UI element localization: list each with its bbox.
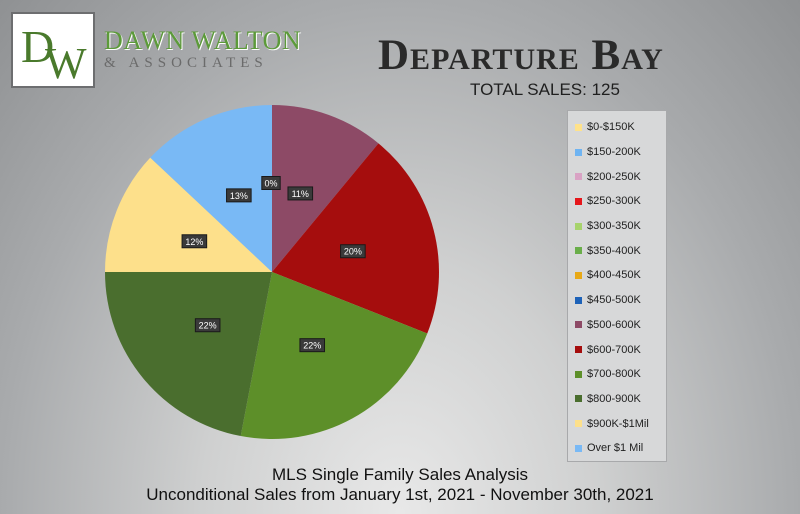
legend-label: $0-$150K (587, 121, 635, 134)
legend-item-400-450k: $400-450K (568, 263, 666, 288)
legend-item-150-200k: $150-200K (568, 140, 666, 165)
legend-item-over-1-mil: Over $1 Mil (568, 436, 666, 461)
legend-item-450-500k: $450-500K (568, 288, 666, 313)
data-label-900k-1mil: 12% (181, 234, 208, 249)
legend-swatch (575, 296, 582, 304)
logo-monogram: D W (21, 21, 87, 82)
data-label-box (261, 176, 281, 190)
legend-swatch (575, 321, 582, 329)
pie-slice-900k-1mil (105, 157, 272, 272)
brand: DAWN WALTON & ASSOCIATES (104, 26, 318, 72)
logo: D W (11, 12, 95, 88)
data-label-box (287, 186, 314, 201)
legend-swatch (575, 148, 582, 156)
legend-item-200-250k: $200-250K (568, 164, 666, 189)
pie-data-labels: 0% 11% 20% 22% 22% 12% 13% (181, 176, 366, 353)
legend-label: $250-300K (587, 195, 641, 208)
legend-item-600-700k: $600-700K (568, 337, 666, 362)
legend-swatch (575, 173, 582, 181)
page-title: Departure Bay (378, 32, 664, 79)
pie-slices (105, 104, 439, 439)
data-label-450-500k: 0% (261, 176, 281, 190)
legend-label: $200-250K (587, 170, 641, 183)
pie-slice-600-700k (272, 143, 439, 334)
data-label-800-900k: 22% (194, 318, 221, 333)
data-label-text: 22% (303, 341, 321, 351)
legend-item-350-400k: $350-400K (568, 238, 666, 263)
data-label-600-700k: 20% (340, 244, 366, 259)
legend-item-300-350k: $300-350K (568, 214, 666, 239)
legend-label: $450-500K (587, 294, 641, 307)
legend-item-700-800k: $700-800K (568, 362, 666, 387)
legend-swatch (575, 370, 582, 378)
legend-label: $350-400K (587, 244, 641, 257)
total-sales: TOTAL SALES: 125 (470, 80, 620, 99)
chart-legend: $0-$150K $150-200K $200-250K $250-300K $300-… (567, 110, 667, 462)
pie-slice-over-1-mil (150, 104, 272, 272)
data-label-text: 11% (292, 189, 309, 199)
legend-swatch (575, 271, 582, 279)
data-label-box (194, 318, 221, 333)
legend-swatch (575, 420, 582, 428)
legend-swatch (575, 123, 582, 131)
legend-item-0-150k: $0-$150K (568, 115, 666, 140)
legend-swatch (575, 395, 582, 403)
brand-subtitle: & ASSOCIATES (104, 55, 268, 71)
legend-label: $500-600K (587, 318, 641, 331)
data-label-text: 12% (185, 237, 203, 247)
legend-label: $900K-$1Mil (587, 417, 649, 430)
brand-name: DAWN WALTON (104, 26, 302, 55)
legend-item-500-600k: $500-600K (568, 313, 666, 338)
data-label-box (226, 188, 252, 203)
legend-label: $700-800K (587, 368, 641, 381)
data-label-box (181, 234, 208, 249)
legend-label: $400-450K (587, 269, 641, 282)
footer-date-range: Unconditional Sales from January 1st, 20… (146, 485, 654, 504)
legend-label: Over $1 Mil (587, 442, 644, 455)
pie-slice-700-800k (240, 272, 428, 439)
data-label-700-800k: 22% (299, 338, 326, 353)
legend-swatch (575, 346, 582, 354)
data-label-over-1-mil: 13% (226, 188, 252, 203)
legend-swatch (575, 222, 582, 230)
legend-swatch (575, 247, 582, 255)
pie-slice-500-600k (272, 105, 379, 272)
legend-item-800-900k: $800-900K (568, 387, 666, 412)
legend-label: $800-900K (587, 392, 641, 405)
data-label-box (340, 244, 366, 259)
legend-label: $600-700K (587, 343, 641, 356)
data-label-text: 13% (230, 191, 248, 201)
data-label-500-600k: 11% (287, 186, 314, 201)
legend-swatch (575, 444, 582, 452)
footer-title: MLS Single Family Sales Analysis (271, 465, 529, 484)
data-label-text: 0% (264, 179, 277, 189)
legend-swatch (575, 197, 582, 205)
legend-item-900k-1mil: $900K-$1Mil (568, 411, 666, 436)
legend-label: $150-200K (587, 146, 641, 159)
pie-slice-800-900k (105, 272, 272, 437)
logo-letter-w: W (45, 39, 87, 82)
data-label-box (299, 338, 326, 353)
logo-letter-d: D (21, 21, 54, 72)
data-label-text: 20% (344, 247, 362, 257)
data-label-text: 22% (199, 321, 217, 331)
legend-item-250-300k: $250-300K (568, 189, 666, 214)
legend-label: $300-350K (587, 220, 641, 233)
